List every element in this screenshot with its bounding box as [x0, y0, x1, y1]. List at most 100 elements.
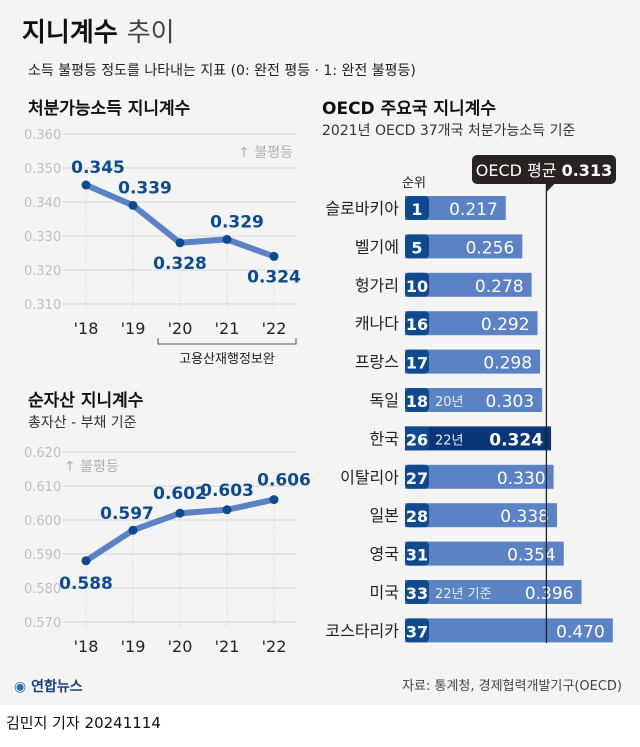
x-tick-label: '21: [215, 637, 240, 656]
rank-badge: [405, 388, 429, 412]
rank-number: 18: [406, 392, 428, 411]
chart1-title: 처분가능소득 지니계수: [28, 99, 191, 119]
x-tick-label: '22: [262, 319, 287, 338]
rank-number: 37: [406, 622, 428, 641]
title-main: 지니계수: [22, 18, 118, 48]
rank-badge: [405, 464, 429, 489]
value-label: 0.292: [481, 315, 530, 335]
y-tick-label: 0.310: [24, 298, 61, 313]
y-tick-label: 0.580: [24, 582, 61, 597]
title-light: 추이: [126, 18, 175, 48]
data-point: [175, 238, 185, 248]
rank-badge: [405, 426, 429, 451]
data-label: 0.324: [247, 267, 301, 287]
x-tick-label: '21: [215, 319, 240, 338]
value-label: 0.330: [497, 469, 546, 489]
value-label: 0.298: [483, 354, 532, 374]
country-label: 프랑스: [355, 353, 399, 372]
rank-header: 순위: [402, 176, 426, 191]
country-label: 한국: [370, 429, 399, 448]
country-label: 영국: [370, 545, 399, 564]
rank-badge: [405, 311, 429, 336]
data-label: 0.597: [100, 504, 154, 524]
country-label: 코스타리카: [325, 621, 399, 640]
logo-text: 연합뉴스: [31, 679, 83, 695]
rank-number: 31: [406, 546, 428, 565]
rank-number: 16: [406, 315, 428, 334]
inequality-annotation: ↑ 불평등: [238, 145, 293, 161]
country-label: 독일: [370, 391, 399, 410]
y-tick-label: 0.600: [24, 514, 61, 529]
x-tick-label: '19: [121, 637, 146, 656]
chart3-subtitle: 2021년 OECD 37개국 처분가능소득 기준: [322, 123, 576, 139]
value-label: 0.324: [489, 430, 543, 450]
data-point: [81, 180, 91, 190]
year-bracket: [157, 338, 297, 345]
rank-badge: [405, 349, 429, 374]
chart2-subtitle: 총자산 - 부채 기준: [28, 415, 137, 431]
x-tick-label: '22: [262, 637, 287, 656]
value-label: 0.303: [485, 392, 534, 412]
page-subtitle: 소득 불평등 정도를 나타내는 지표 (0: 완전 평등 · 1: 완전 불평등…: [28, 63, 416, 79]
value-label: 0.217: [449, 200, 498, 220]
bar-note: 22년 기준: [435, 587, 492, 602]
chart3-title: OECD 주요국 지니계수: [322, 99, 496, 119]
data-point: [175, 508, 185, 518]
bar: [405, 503, 557, 528]
callout-pointer: [546, 184, 555, 192]
rank-badge: [405, 580, 429, 604]
value-label: 0.278: [475, 277, 524, 297]
data-point: [222, 505, 232, 515]
y-tick-label: 0.340: [24, 196, 61, 211]
data-point: [81, 556, 91, 566]
yonhap-logo: ◉ 연합뉴스: [14, 676, 83, 696]
bracket-note: 고용산재행정보완: [179, 351, 275, 367]
country-label: 일본: [370, 506, 399, 525]
rank-badge: [405, 618, 429, 643]
bar-note: 22년: [435, 433, 464, 448]
country-label: 슬로바키아: [325, 199, 399, 218]
country-label: 미국: [370, 583, 399, 602]
y-tick-label: 0.590: [24, 548, 61, 563]
charts-canvas: 0.360 0.350 0.340 0.330 0.320 0.310 '18 '19 '20 '…: [24, 128, 616, 656]
value-label: 0.470: [556, 622, 605, 642]
data-point: [222, 234, 232, 244]
data-label: 0.339: [118, 178, 172, 198]
data-label: 0.603: [200, 481, 254, 501]
y-tick-label: 0.360: [24, 128, 61, 143]
data-label: 0.328: [153, 254, 207, 274]
y-tick-label: 0.350: [24, 162, 61, 177]
rank-badge: [405, 541, 429, 566]
rank-number: 17: [406, 354, 428, 373]
rank-number: 27: [406, 469, 428, 488]
data-label: 0.602: [153, 484, 207, 504]
country-label: 캐나다: [355, 314, 399, 333]
rank-number: 33: [406, 584, 428, 603]
rank-badge: [405, 234, 429, 259]
y-tick-label: 0.610: [24, 480, 61, 495]
inequality-annotation: ↑ 불평등: [64, 459, 119, 475]
rank-number: 1: [411, 200, 422, 219]
bar-note: 20년: [435, 395, 464, 410]
country-label: 벨기에: [355, 237, 399, 256]
x-tick-label: '19: [121, 319, 146, 338]
data-point: [128, 200, 138, 210]
y-tick-label: 0.620: [24, 446, 61, 461]
value-label: 0.396: [525, 584, 574, 604]
data-label: 0.588: [59, 574, 113, 594]
bar: [405, 464, 554, 489]
bar: [405, 541, 564, 566]
rank-badge: [405, 503, 429, 528]
rank-badge: [405, 272, 429, 297]
value-label: 0.354: [507, 546, 556, 566]
bar: [405, 580, 582, 604]
y-tick-label: 0.330: [24, 230, 61, 245]
value-label: 0.256: [466, 238, 515, 258]
bar: [405, 426, 552, 451]
rank-number: 10: [406, 277, 428, 296]
y-tick-label: 0.570: [24, 616, 61, 631]
data-point: [269, 251, 279, 261]
data-label: 0.606: [257, 471, 311, 491]
x-tick-label: '18: [74, 637, 99, 656]
